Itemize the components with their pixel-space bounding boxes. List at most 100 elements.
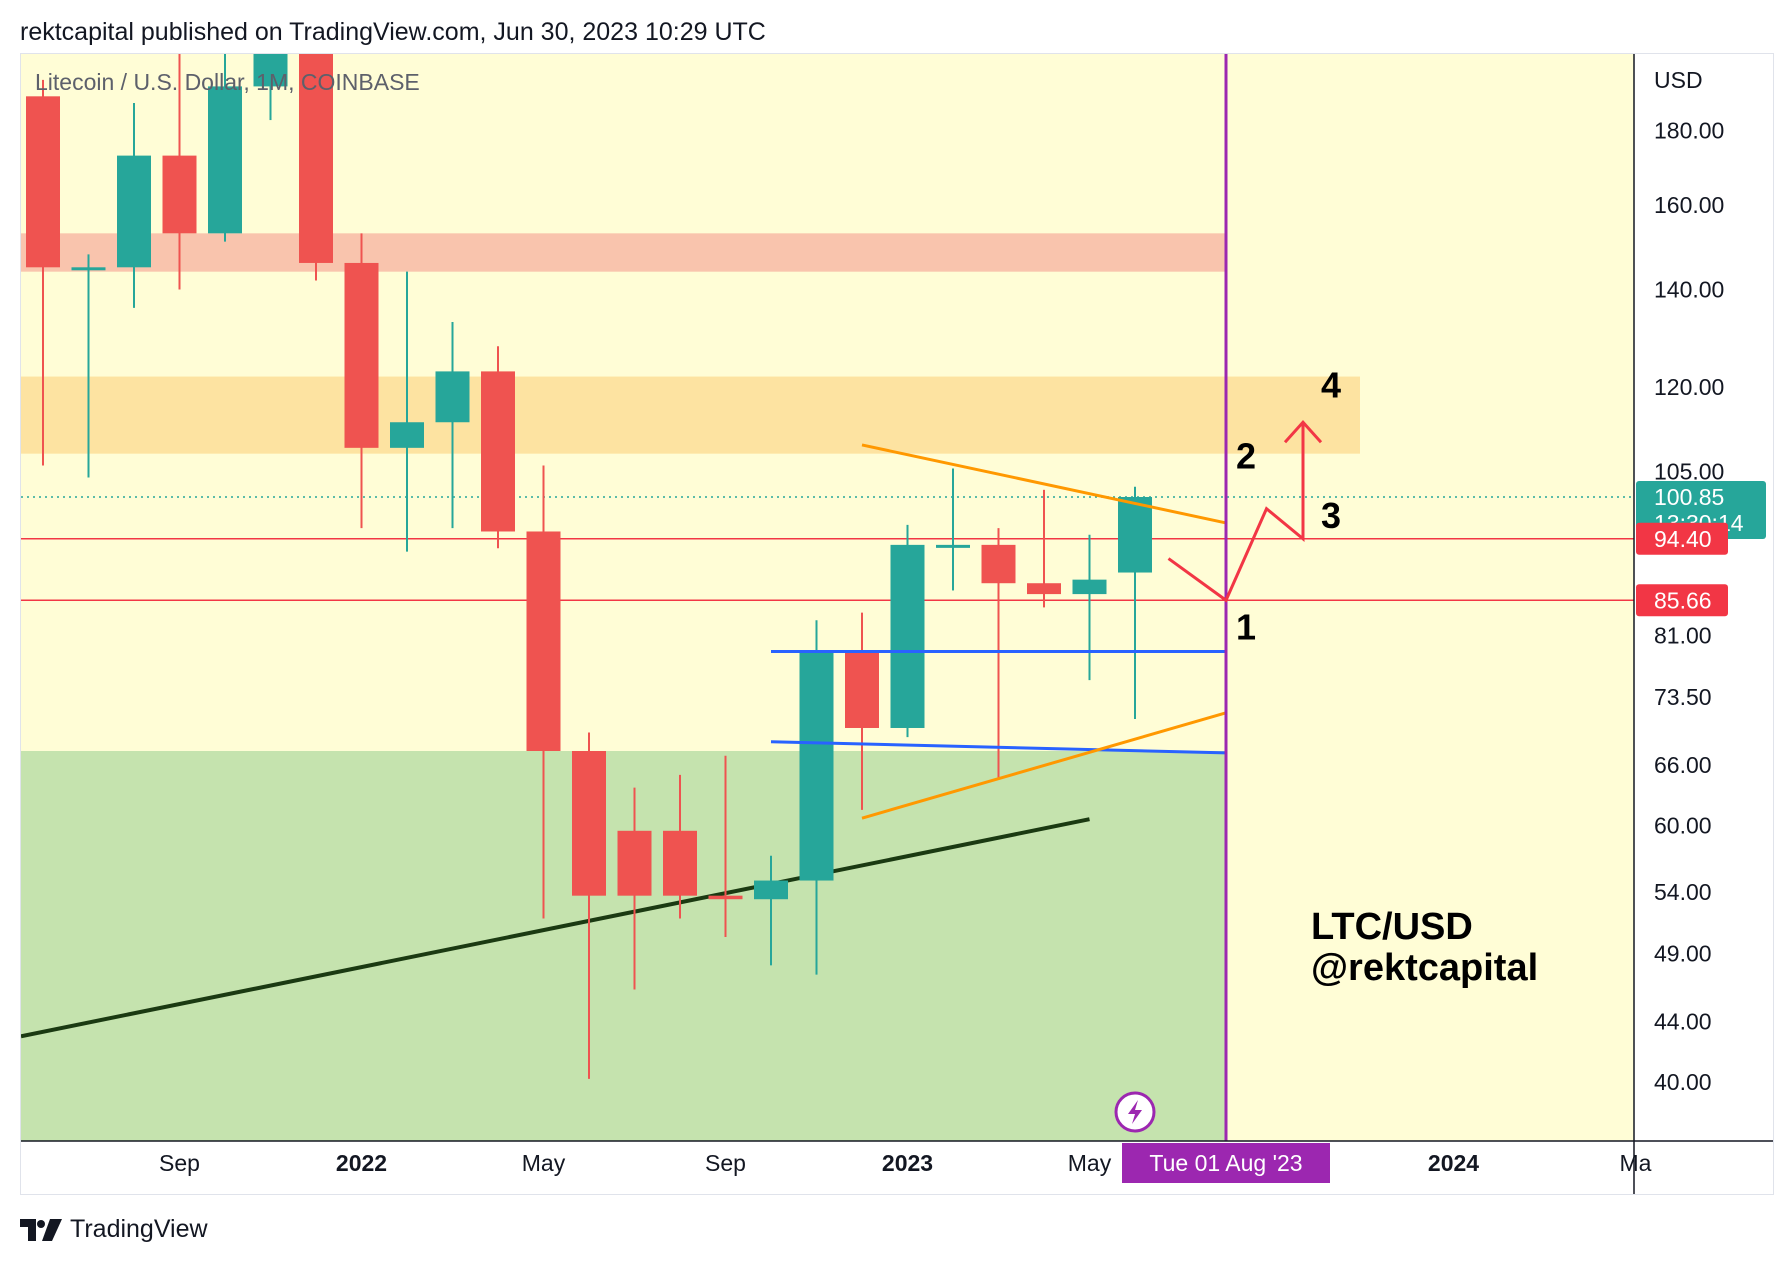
price-level-badge-text: 94.40 [1654,526,1712,552]
candle-2023-03[interactable] [981,528,1016,780]
candle-body [526,531,561,751]
time-tick-7: Ma [1620,1150,1652,1176]
candle-body [435,371,470,423]
price-tick-49.00: 49.00 [1654,941,1712,967]
candle-2022-06[interactable] [572,732,606,1079]
annotation-2: 2 [1236,435,1256,476]
candle-2023-04[interactable] [1027,489,1061,608]
scenario-arrow-path [1167,422,1305,603]
price-level-badge-text: 85.66 [1654,587,1712,613]
candle-body [344,262,379,448]
candle-body [981,544,1016,584]
candle-body [117,155,151,268]
price-tick-140.00: 140.00 [1654,277,1724,303]
price-level-badge-1[interactable]: 94.40 [1636,522,1728,555]
candle-2021-12[interactable] [299,54,333,281]
support-zone-green [21,750,1226,1141]
time-tick-3: Sep [705,1150,746,1176]
price-tick-40.00: 40.00 [1654,1069,1712,1095]
candle-2022-09[interactable] [708,755,743,938]
candle-2022-02[interactable] [390,271,424,552]
range-low-line [770,740,1227,755]
candle-body [1027,583,1061,595]
candle-2023-06[interactable] [1118,486,1152,720]
candle-2022-01[interactable] [344,233,379,529]
candle-2023-05[interactable] [1072,534,1107,681]
annotation-3: 3 [1321,495,1341,536]
watermark-line1: LTC/USD [1311,906,1473,948]
triangle-upper-line [861,443,1227,525]
price-level-badge-2[interactable]: 85.66 [1636,584,1728,617]
tradingview-logo-icon [20,1218,62,1241]
price-tick-73.50: 73.50 [1654,684,1712,710]
candle-body [1118,497,1152,573]
price-tick-180.00: 180.00 [1654,118,1724,144]
candle-2022-07[interactable] [617,787,652,990]
candle-2022-03[interactable] [435,321,470,529]
candle-2021-09[interactable] [162,54,197,290]
price-axis-unit: USD [1654,67,1703,93]
candle-2022-08[interactable] [663,774,697,919]
annotation-4: 4 [1321,365,1341,406]
tradingview-logo[interactable]: TradingView [20,1215,208,1244]
candle-body [299,54,333,263]
plot-area[interactable]: 1 2 3 4 Litecoin / U.S. Dollar, 1M, COINBASE… [21,54,1634,1141]
chart-canvas[interactable]: 1 2 3 4 Litecoin / U.S. Dollar, 1M, COINBASE… [21,54,1773,1194]
price-tick-60.00: 60.00 [1654,813,1712,839]
candle-body [26,96,60,268]
candle-2022-04[interactable] [481,346,515,549]
candle-body [572,750,606,896]
time-tick-6: 2024 [1428,1150,1479,1176]
crosshair-time-label-text: Tue 01 Aug '23 [1149,1150,1302,1176]
triangle-lower-line [861,711,1227,820]
time-tick-0: Sep [159,1150,200,1176]
candle-2022-05[interactable] [526,465,561,919]
candle-body [1072,579,1107,595]
crosshair-time-label[interactable]: Tue 01 Aug '23 [1122,1143,1330,1183]
candle-2023-02[interactable] [936,468,970,591]
time-tick-2: May [522,1150,566,1176]
candle-2022-11[interactable] [799,620,834,975]
candle-2023-01[interactable] [890,524,925,738]
candle-body [253,54,288,87]
resistance-zone-orange [21,376,1360,454]
price-tick-54.00: 54.00 [1654,879,1712,905]
candle-body [754,880,788,900]
tradingview-brand-text: TradingView [70,1215,208,1243]
lightning-icon[interactable] [1114,1091,1156,1133]
macro-uptrend-line [21,817,1090,1039]
price-level-badge-bg [1636,522,1728,555]
candle-body [799,651,834,881]
chart-frame[interactable]: 1 2 3 4 Litecoin / U.S. Dollar, 1M, COINBASE… [20,53,1774,1195]
published-header: rektcapital published on TradingView.com… [20,18,766,46]
price-level-badge-bg [1636,584,1728,617]
resistance-zone-pink [21,233,1226,272]
price-tick-44.00: 44.00 [1654,1009,1712,1035]
candle-2021-07[interactable] [71,254,106,478]
candle-body [390,422,424,448]
candle-2021-10[interactable] [208,54,242,242]
price-tick-105.00: 105.00 [1654,458,1724,484]
candle-2021-11[interactable] [253,54,288,121]
annotation-1: 1 [1236,607,1256,648]
candle-body [481,371,515,532]
candle-2021-06[interactable] [26,79,60,466]
candle-2021-08[interactable] [117,103,151,308]
watermark-line2: @rektcapital [1311,947,1538,989]
price-tick-66.00: 66.00 [1654,752,1712,778]
lightning-icon-bolt [1128,1100,1142,1124]
crosshair-time-label-bg [1122,1143,1330,1183]
chart-title: Litecoin / U.S. Dollar, 1M, COINBASE [35,69,420,95]
scenario-arrow-head [1283,420,1323,444]
price-tick-120.00: 120.00 [1654,374,1724,400]
candle-body [890,544,925,728]
candle-2022-12[interactable] [845,612,879,810]
time-tick-5: May [1068,1150,1112,1176]
candle-body [708,895,743,900]
candle-body [617,830,652,896]
candle-body [663,830,697,896]
candle-2022-10[interactable] [754,855,788,966]
time-tick-4: 2023 [882,1150,933,1176]
candle-body [936,544,970,548]
candle-body [162,155,197,234]
